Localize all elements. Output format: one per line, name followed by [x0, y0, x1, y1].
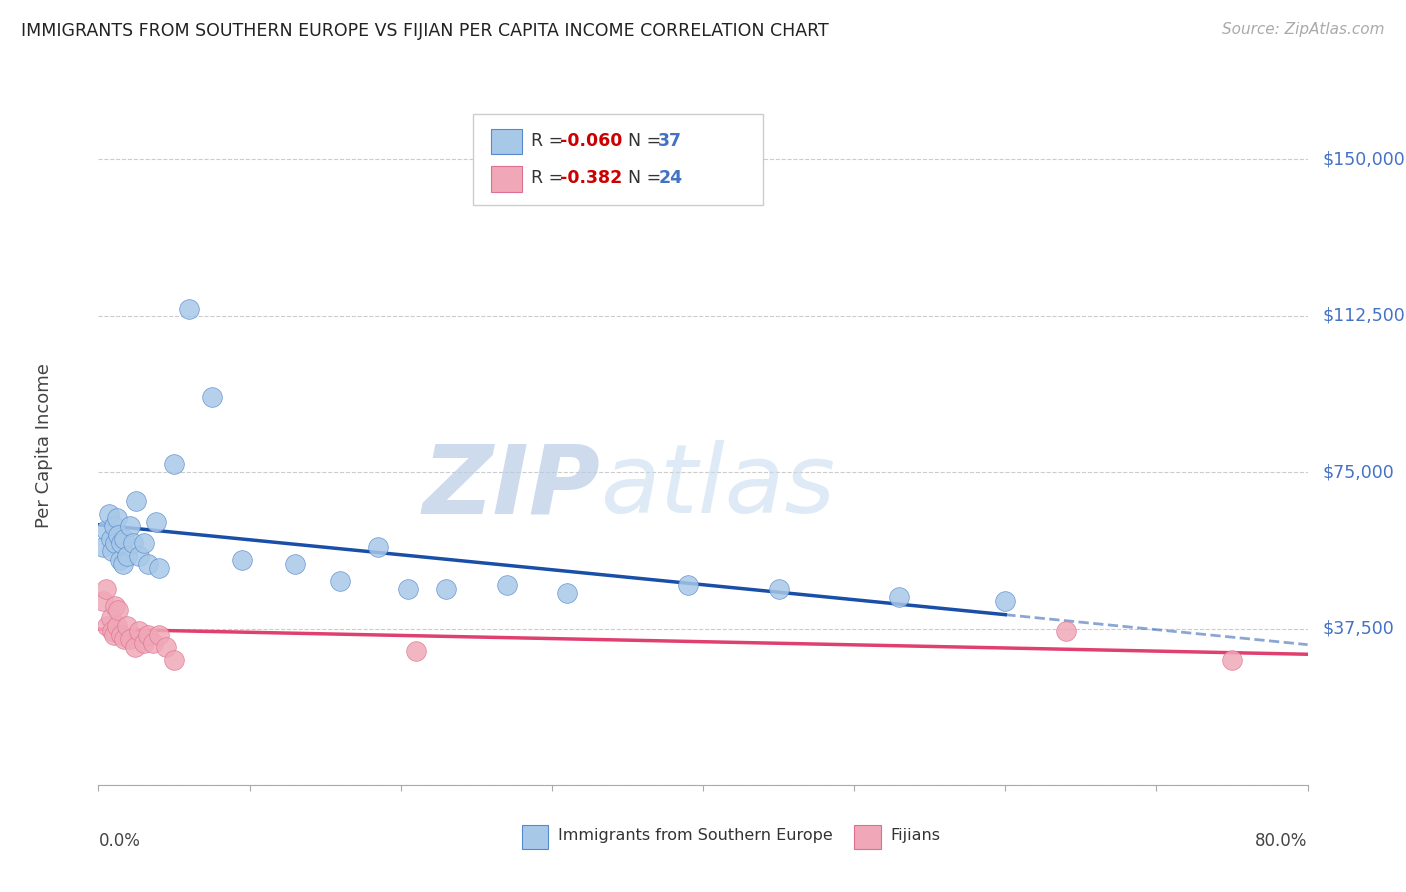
Point — [94, 582, 117, 596]
Point — [100, 532, 122, 546]
Point — [495, 578, 517, 592]
Text: atlas: atlas — [600, 440, 835, 533]
Point — [396, 582, 419, 596]
Point — [136, 628, 159, 642]
Point — [100, 611, 122, 625]
Text: R =: R = — [531, 169, 569, 187]
Point — [132, 636, 155, 650]
Text: Immigrants from Southern Europe: Immigrants from Southern Europe — [558, 829, 832, 843]
FancyBboxPatch shape — [474, 114, 763, 205]
Text: N =: N = — [628, 132, 666, 150]
Point — [132, 536, 155, 550]
Point — [96, 619, 118, 633]
Point — [1220, 653, 1243, 667]
Text: -0.060: -0.060 — [561, 132, 623, 150]
Point — [120, 519, 142, 533]
Text: Source: ZipAtlas.com: Source: ZipAtlas.com — [1222, 22, 1385, 37]
Point — [284, 557, 307, 571]
Point — [128, 624, 150, 638]
FancyBboxPatch shape — [855, 825, 880, 849]
Point — [91, 540, 114, 554]
Point — [136, 557, 159, 571]
Point — [163, 653, 186, 667]
Text: $112,500: $112,500 — [1322, 307, 1405, 325]
Point — [107, 527, 129, 541]
Point — [107, 603, 129, 617]
Point — [108, 552, 131, 566]
Point — [115, 549, 138, 563]
Point — [105, 619, 128, 633]
Point — [103, 628, 125, 642]
Point — [98, 507, 121, 521]
Point — [163, 457, 186, 471]
Text: 37: 37 — [658, 132, 682, 150]
Point — [177, 302, 201, 317]
Text: 80.0%: 80.0% — [1256, 832, 1308, 850]
Point — [110, 536, 132, 550]
Point — [101, 624, 124, 638]
Text: Fijians: Fijians — [890, 829, 941, 843]
Point — [105, 511, 128, 525]
Text: R =: R = — [531, 132, 569, 150]
Point — [145, 515, 167, 529]
Point — [112, 632, 135, 646]
Point — [676, 578, 699, 592]
Point — [94, 524, 117, 538]
Point — [122, 536, 145, 550]
Point — [104, 536, 127, 550]
FancyBboxPatch shape — [492, 128, 522, 154]
Point — [329, 574, 352, 588]
Point — [201, 390, 224, 404]
Point — [155, 640, 177, 655]
Text: IMMIGRANTS FROM SOUTHERN EUROPE VS FIJIAN PER CAPITA INCOME CORRELATION CHART: IMMIGRANTS FROM SOUTHERN EUROPE VS FIJIA… — [21, 22, 830, 40]
FancyBboxPatch shape — [492, 166, 522, 192]
Point — [405, 644, 427, 658]
Text: $75,000: $75,000 — [1322, 463, 1393, 481]
Text: $37,500: $37,500 — [1322, 620, 1393, 638]
Point — [1054, 624, 1077, 638]
Point — [111, 557, 134, 571]
Point — [112, 532, 135, 546]
Point — [125, 494, 148, 508]
Point — [104, 599, 127, 613]
Point — [367, 540, 389, 554]
Point — [768, 582, 790, 596]
Point — [120, 632, 142, 646]
Point — [124, 640, 146, 655]
Point — [434, 582, 457, 596]
Text: 0.0%: 0.0% — [98, 832, 141, 850]
Point — [115, 619, 138, 633]
Point — [148, 628, 170, 642]
Point — [148, 561, 170, 575]
Point — [91, 594, 114, 608]
Text: 24: 24 — [658, 169, 682, 187]
FancyBboxPatch shape — [522, 825, 548, 849]
Point — [103, 519, 125, 533]
Text: $150,000: $150,000 — [1322, 150, 1405, 169]
Point — [142, 636, 165, 650]
Text: ZIP: ZIP — [422, 440, 600, 533]
Point — [110, 628, 132, 642]
Text: N =: N = — [628, 169, 666, 187]
Point — [889, 591, 911, 605]
Point — [231, 552, 253, 566]
Text: -0.382: -0.382 — [561, 169, 623, 187]
Point — [101, 544, 124, 558]
Point — [555, 586, 578, 600]
Text: Per Capita Income: Per Capita Income — [35, 364, 53, 528]
Point — [994, 594, 1017, 608]
Point — [128, 549, 150, 563]
